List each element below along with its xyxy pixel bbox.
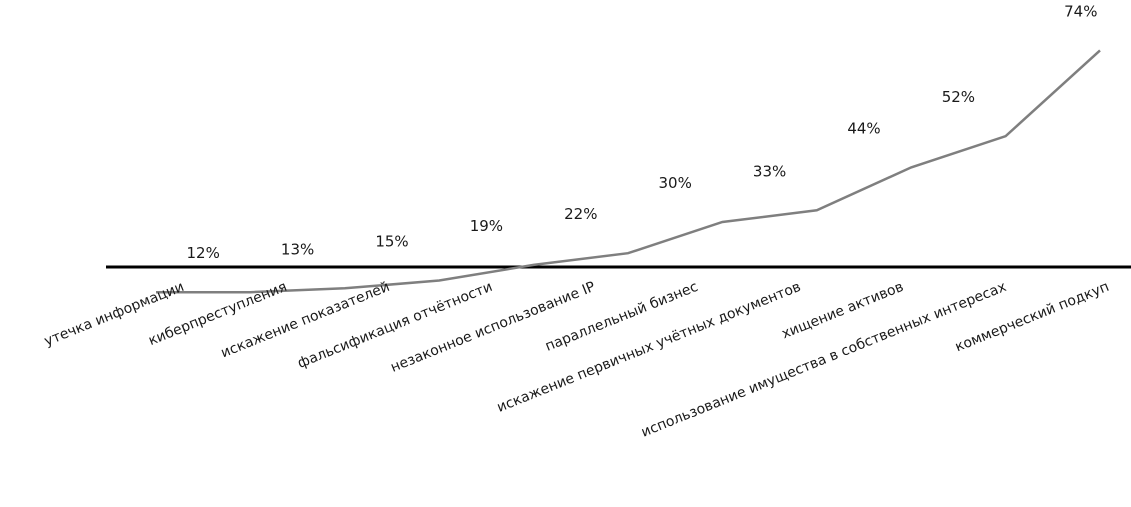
data-label: 44% <box>847 119 880 137</box>
data-label: 13% <box>281 240 314 258</box>
data-label: 12% <box>187 244 220 262</box>
data-labels: 12% 13% 15% 19% 22% 30% 33% 44% 52% 74% <box>187 2 1098 262</box>
data-label: 52% <box>942 88 975 106</box>
data-label: 30% <box>659 174 692 192</box>
data-label: 22% <box>564 205 597 223</box>
x-tick-label: использование имущества в собственных ин… <box>639 279 1009 441</box>
data-label: 74% <box>1064 2 1097 20</box>
series-line <box>156 49 1101 294</box>
data-label: 19% <box>470 217 503 235</box>
data-label: 33% <box>753 162 786 180</box>
plot-area: 12% 13% 15% 19% 22% 30% 33% 44% 52% 74% утечка ин… <box>42 2 1131 441</box>
data-label: 15% <box>375 233 408 251</box>
x-tick-labels: утечка информациикиберпреступленияискаже… <box>42 279 1111 441</box>
